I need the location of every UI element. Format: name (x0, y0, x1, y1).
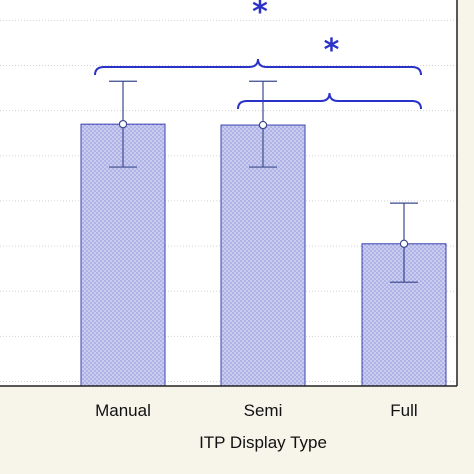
x-tick-label-manual: Manual (95, 401, 151, 420)
mean-marker-full (400, 240, 407, 247)
mean-marker-semi (259, 121, 266, 128)
x-tick-label-semi: Semi (244, 401, 283, 420)
x-tick-labels: Manual Semi Full (95, 401, 418, 420)
mean-marker-manual (119, 121, 126, 128)
significance-star-2: * (324, 33, 340, 68)
x-axis-title: ITP Display Type (199, 433, 327, 452)
significance-star-1: * (252, 0, 268, 30)
x-tick-label-full: Full (390, 401, 417, 420)
